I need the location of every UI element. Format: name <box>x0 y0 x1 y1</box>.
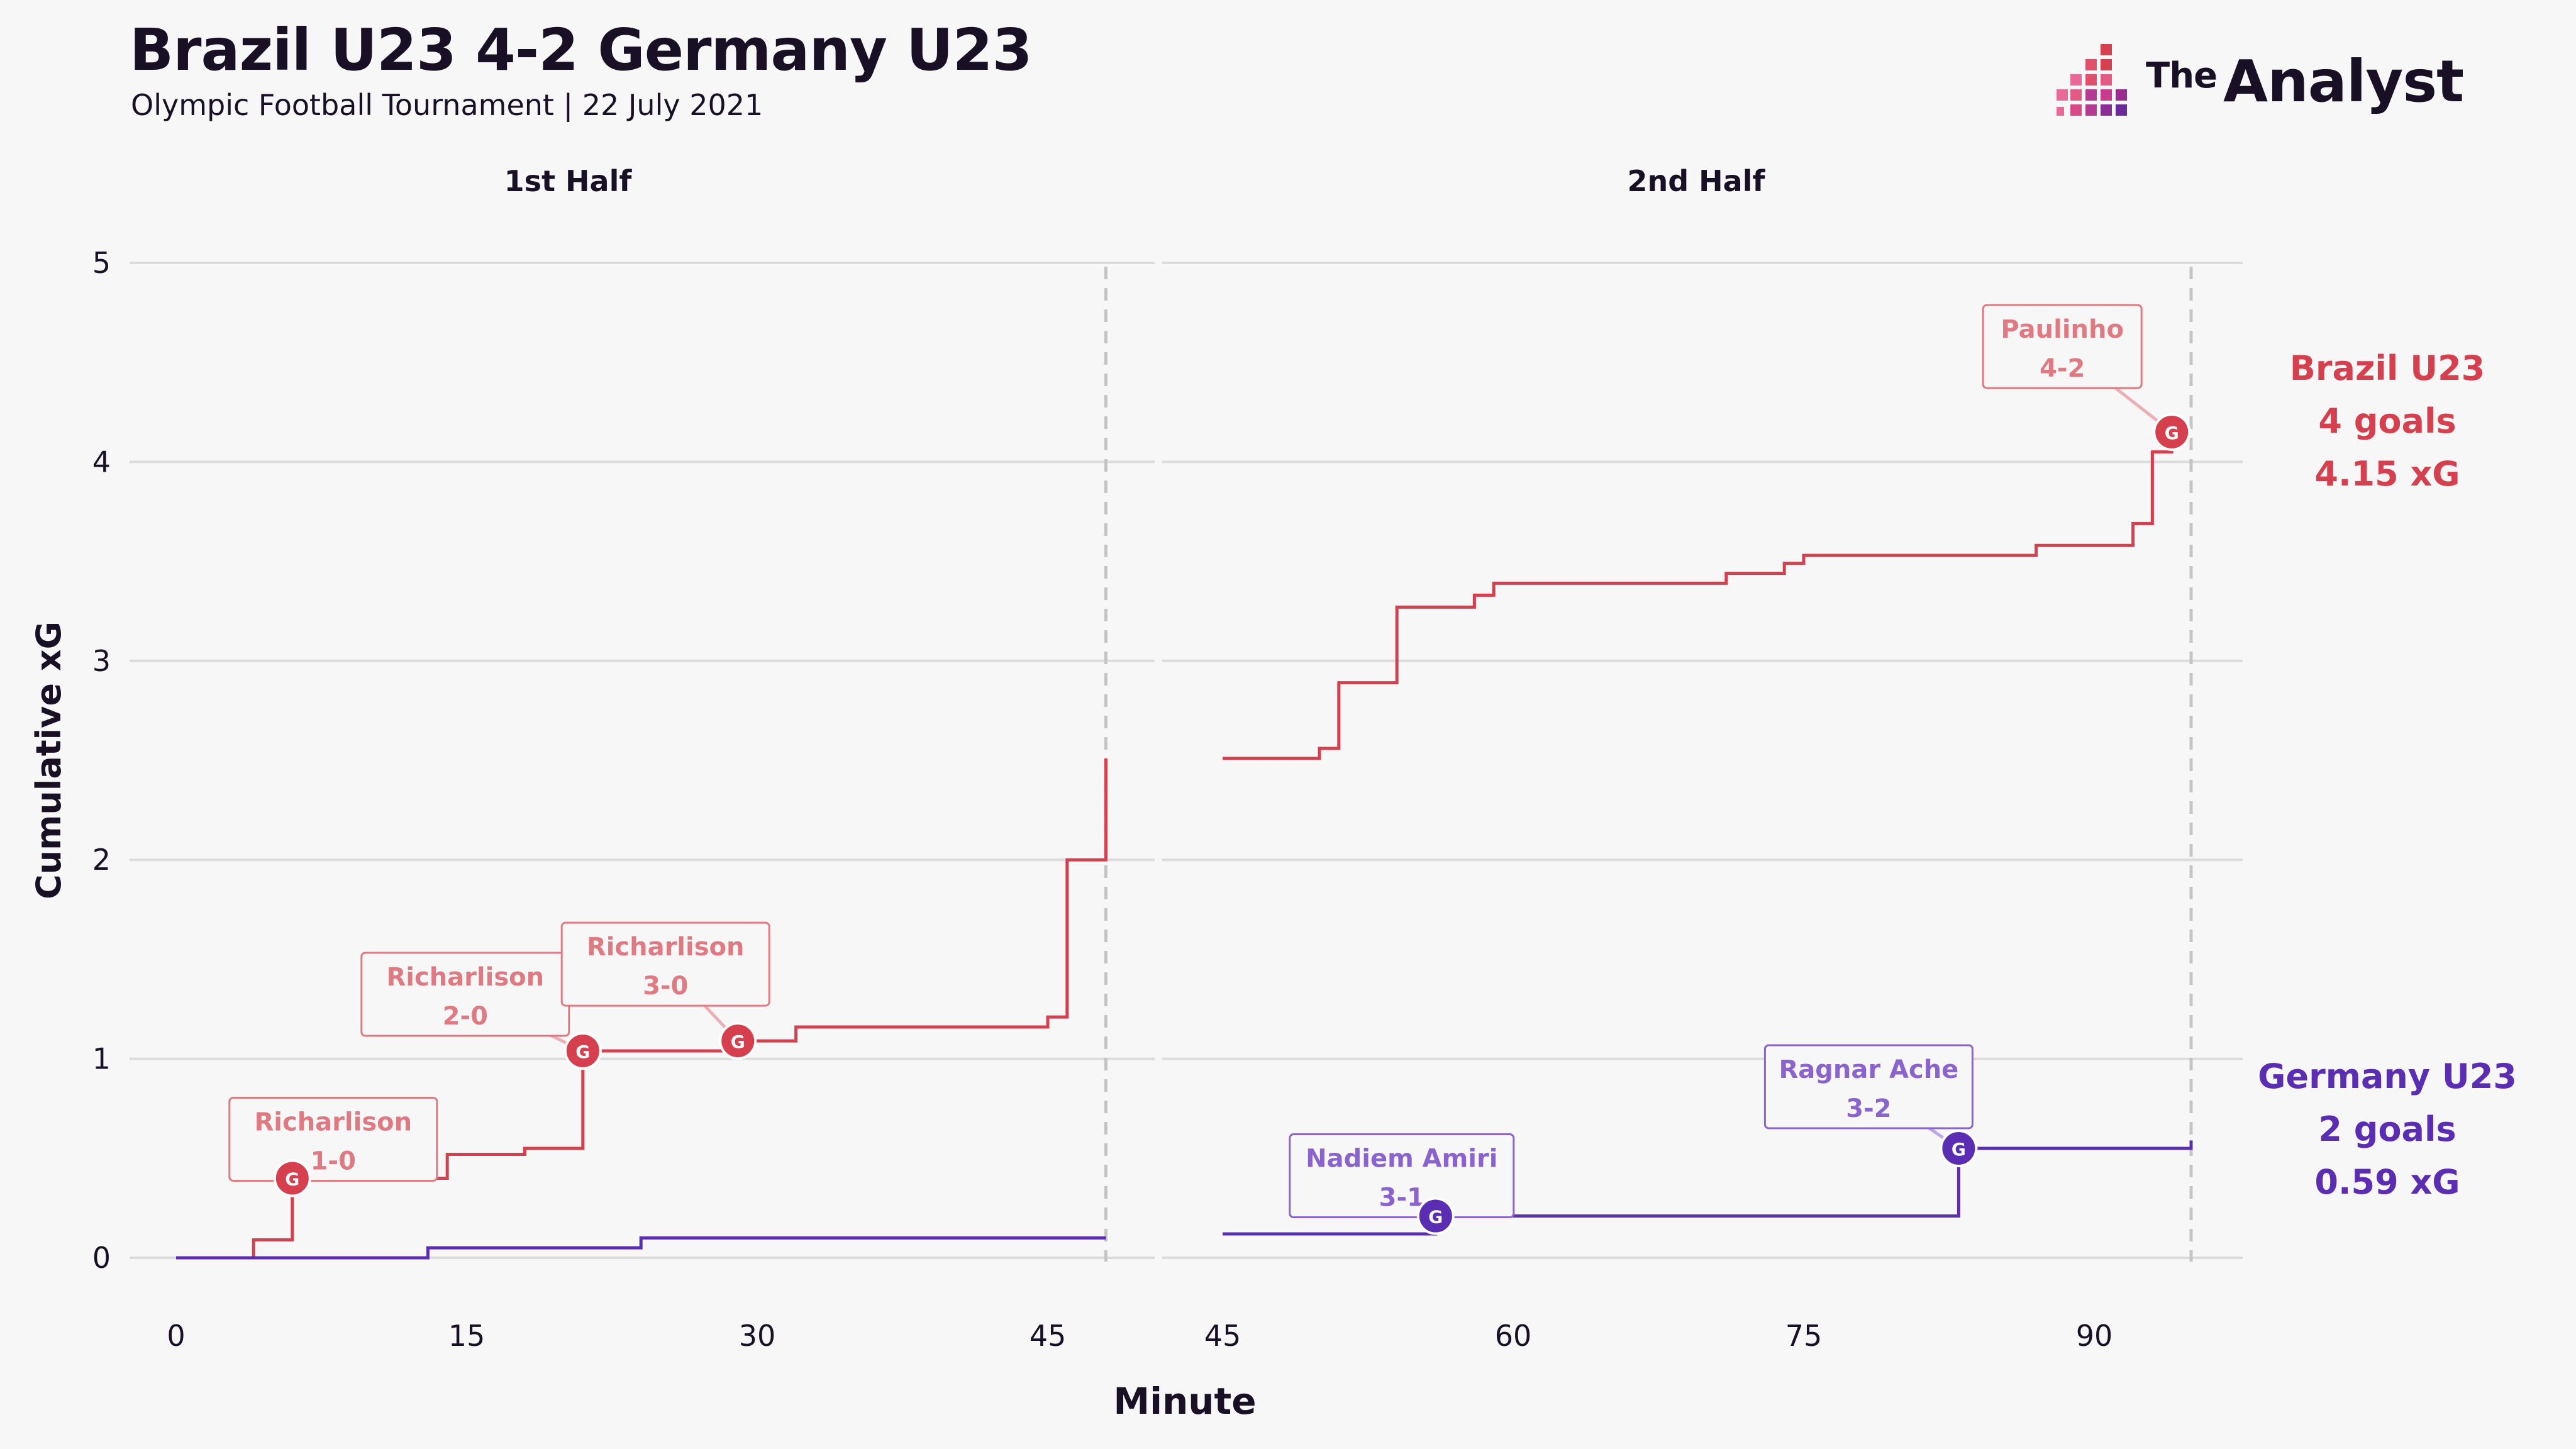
goal-marker-label: G <box>731 1031 745 1052</box>
goal-player: Richarlison <box>254 1108 412 1136</box>
goal-player: Ragnar Ache <box>1779 1055 1958 1084</box>
goal-marker-label: G <box>1951 1139 1966 1160</box>
summary-brazil-goals: 4 goals <box>2318 401 2456 441</box>
goal-player: Paulinho <box>2001 315 2124 344</box>
y-tick-label: 2 <box>92 843 111 877</box>
chart-title: Brazil U23 4-2 Germany U23 <box>130 16 1033 84</box>
y-tick-label: 3 <box>92 644 111 678</box>
summary-brazil-name: Brazil U23 <box>2290 348 2485 388</box>
goal-label-box <box>560 921 770 1007</box>
goal-marker-germany <box>1940 1129 1978 1167</box>
x-tick-label: 75 <box>1785 1319 1823 1353</box>
y-tick-label: 0 <box>92 1241 111 1275</box>
logo-the: The <box>2146 55 2218 96</box>
goal-label-box <box>1982 304 2143 389</box>
chart-subtitle: Olympic Football Tournament | 22 July 20… <box>131 88 763 122</box>
x-tick-label: 45 <box>1030 1319 1067 1353</box>
panel-title: 1st Half <box>504 164 633 198</box>
y-tick-label: 1 <box>92 1042 111 1076</box>
panel-title: 2nd Half <box>1627 164 1765 198</box>
goal-score: 2-0 <box>443 1002 488 1031</box>
goal-marker-brazil <box>564 1031 602 1070</box>
series-lines <box>176 431 2193 1260</box>
y-tick-label: 4 <box>92 445 111 479</box>
goal-marker-label: G <box>285 1169 299 1189</box>
goal-label-box <box>1289 1133 1515 1219</box>
x-tick-label: 60 <box>1495 1319 1532 1353</box>
x-axis-label: Minute <box>1113 1380 1256 1423</box>
goal-label-box <box>1763 1044 1974 1130</box>
logo-wordmark: The Analyst <box>2146 48 2464 115</box>
series-line-brazil <box>1223 431 2174 760</box>
x-tick-label: 15 <box>448 1319 486 1353</box>
series-line-germany <box>176 1236 1106 1260</box>
summary-brazil-xg: 4.15 xG <box>2314 454 2460 494</box>
goal-annotations: Richarlison 1-0 Richarlison 2-0 Richarlison 3… <box>228 304 2173 1219</box>
x-tick-label: 30 <box>739 1319 776 1353</box>
x-tick-label: 45 <box>1204 1319 1241 1353</box>
summary-germany-name: Germany U23 <box>2258 1057 2517 1096</box>
goal-player: Richarlison <box>386 963 544 992</box>
goal-player: Richarlison <box>587 933 745 962</box>
goal-marker-brazil <box>719 1022 757 1060</box>
goal-markers: G G G G G G <box>273 413 2191 1235</box>
goal-marker-label: G <box>2165 423 2179 443</box>
goal-score: 3-0 <box>643 972 688 1001</box>
goal-score: 3-2 <box>1846 1094 1891 1123</box>
x-tick-label: 0 <box>167 1319 185 1353</box>
goal-marker-brazil <box>273 1159 311 1197</box>
goal-marker-label: G <box>575 1041 590 1062</box>
y-axis-label: Cumulative xG <box>29 621 69 899</box>
x-tick-label: 90 <box>2076 1319 2113 1353</box>
goal-score: 1-0 <box>311 1146 356 1175</box>
goal-score: 3-1 <box>1379 1184 1424 1213</box>
summary-germany-goals: 2 goals <box>2318 1109 2456 1149</box>
analyst-logo-icon <box>2057 44 2127 116</box>
goal-score: 4-2 <box>2040 354 2085 383</box>
goal-label-box <box>228 1096 438 1182</box>
series-line-brazil <box>176 758 1108 1260</box>
goal-marker-label: G <box>1428 1207 1443 1228</box>
goal-marker-brazil <box>2153 413 2191 451</box>
y-tick-label: 5 <box>92 246 111 280</box>
goal-marker-germany <box>1416 1197 1455 1235</box>
goal-player: Nadiem Amiri <box>1306 1145 1497 1174</box>
logo-analyst: Analyst <box>2223 48 2464 115</box>
summary-germany-xg: 0.59 xG <box>2314 1162 2460 1202</box>
team-summaries: Brazil U23 4 goals 4.15 xG Germany U23 2 goa… <box>2258 348 2517 1202</box>
